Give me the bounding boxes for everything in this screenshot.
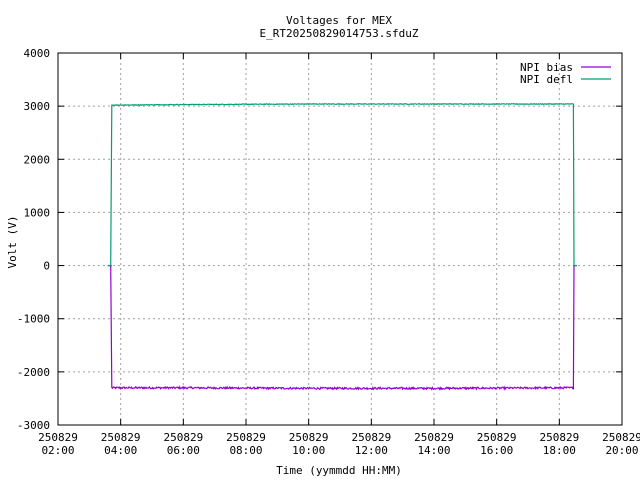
y-axis-label: Volt (V) — [6, 216, 19, 269]
y-tick-label: 1000 — [24, 206, 51, 219]
chart-subtitle: E_RT20250829014753.sfduZ — [260, 27, 419, 40]
x-tick-date: 250829 — [101, 431, 141, 444]
legend-label: NPI defl — [520, 73, 573, 86]
x-tick-time: 20:00 — [605, 444, 638, 457]
series-line — [110, 265, 575, 391]
x-axis-label: Time (yymmdd HH:MM) — [276, 464, 402, 477]
x-tick-date: 250829 — [539, 431, 579, 444]
y-tick-label: -2000 — [17, 366, 50, 379]
x-tick-date: 250829 — [163, 431, 203, 444]
y-tick-label: 3000 — [24, 100, 51, 113]
x-tick-date: 250829 — [414, 431, 454, 444]
x-tick-date: 250829 — [351, 431, 391, 444]
y-tick-label: 2000 — [24, 153, 51, 166]
ticks: 40003000200010000-1000-2000-300025082902… — [17, 47, 640, 457]
x-tick-date: 250829 — [602, 431, 640, 444]
x-tick-time: 02:00 — [41, 444, 74, 457]
plot-frame — [57, 52, 623, 426]
x-tick-time: 16:00 — [480, 444, 513, 457]
x-tick-date: 250829 — [289, 431, 329, 444]
series-npi-defl — [107, 102, 577, 267]
series-line — [110, 102, 575, 266]
x-tick-time: 06:00 — [167, 444, 200, 457]
plot-series — [107, 102, 577, 391]
x-tick-time: 04:00 — [104, 444, 137, 457]
legend-label: NPI bias — [520, 61, 573, 74]
x-tick-date: 250829 — [226, 431, 266, 444]
x-tick-time: 12:00 — [355, 444, 388, 457]
series-npi-bias — [107, 264, 577, 391]
y-tick-label: 0 — [43, 260, 50, 273]
y-tick-label: -1000 — [17, 313, 50, 326]
grid — [58, 53, 622, 425]
x-tick-time: 08:00 — [229, 444, 262, 457]
x-tick-time: 18:00 — [543, 444, 576, 457]
x-tick-date: 250829 — [477, 431, 517, 444]
y-tick-label: 4000 — [24, 47, 51, 60]
x-tick-date: 250829 — [38, 431, 78, 444]
x-tick-time: 10:00 — [292, 444, 325, 457]
chart-title: Voltages for MEX — [286, 14, 392, 27]
x-tick-time: 14:00 — [417, 444, 450, 457]
y-tick-label: -3000 — [17, 419, 50, 432]
